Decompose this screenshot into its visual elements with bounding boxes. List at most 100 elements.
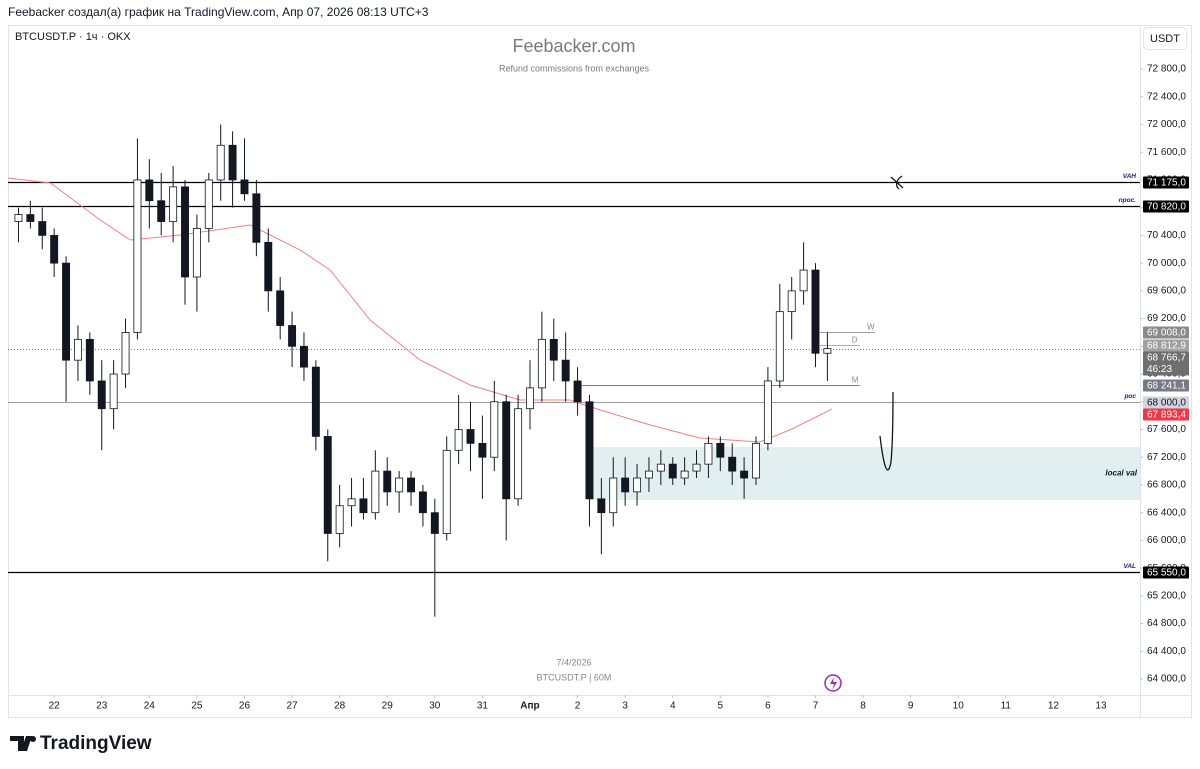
watermark-subtitle: Refund commissions from exchanges bbox=[499, 63, 650, 73]
level-name: VAL bbox=[1123, 563, 1136, 570]
candle-body bbox=[85, 338, 94, 382]
candle-body bbox=[466, 429, 475, 444]
y-tick-label: 72 800,0 bbox=[1147, 64, 1186, 75]
x-tick-label: 30 bbox=[429, 701, 441, 712]
currency-label[interactable]: USDT bbox=[1150, 33, 1180, 45]
x-tick-label: 5 bbox=[718, 701, 724, 712]
y-tick-label: 67 600,0 bbox=[1147, 424, 1186, 435]
y-tick-label: 64 000,0 bbox=[1147, 674, 1186, 685]
y-tick-label: 70 000,0 bbox=[1147, 258, 1186, 269]
candle-body bbox=[454, 429, 463, 451]
countdown: 46:23 bbox=[1147, 364, 1172, 375]
candle-body bbox=[549, 338, 558, 361]
candle-body bbox=[169, 186, 178, 222]
price-box-label: 68 241,1 bbox=[1147, 381, 1186, 392]
candle-body bbox=[181, 186, 189, 278]
x-tick-label: 8 bbox=[860, 701, 866, 712]
x-tick-label: 24 bbox=[144, 701, 156, 712]
candle-body bbox=[228, 144, 237, 181]
price-box-label: 68 766,7 bbox=[1147, 353, 1186, 364]
candle-body bbox=[26, 214, 35, 222]
candle-body bbox=[704, 442, 713, 465]
x-tick-label: 27 bbox=[287, 701, 299, 712]
y-tick-label: 65 200,0 bbox=[1147, 591, 1186, 602]
hand-drawn-cross bbox=[890, 175, 904, 190]
candle-body bbox=[276, 290, 285, 326]
hand-drawn-curve bbox=[879, 391, 894, 471]
candle-body bbox=[347, 498, 356, 507]
candle-body bbox=[383, 470, 392, 493]
candle-body bbox=[537, 338, 546, 389]
header-text: Feebacker создал(а) график на TradingVie… bbox=[8, 5, 429, 19]
moving-average bbox=[7, 177, 832, 443]
candle-body bbox=[192, 228, 201, 278]
candle-body bbox=[14, 214, 23, 222]
candle-body bbox=[478, 442, 487, 458]
candle-body bbox=[252, 193, 261, 243]
candle-body bbox=[716, 442, 725, 458]
x-tick-label: 22 bbox=[49, 701, 61, 712]
price-box-label: 68 000,0 bbox=[1147, 398, 1186, 409]
candle-body bbox=[442, 449, 451, 534]
candle-body bbox=[335, 505, 344, 534]
candle-body bbox=[311, 366, 320, 437]
logo-mark bbox=[10, 736, 32, 751]
candle-body bbox=[73, 338, 82, 361]
price-box-label: 65 550,0 bbox=[1147, 568, 1186, 579]
x-tick-label: 9 bbox=[908, 701, 914, 712]
price-box bbox=[1143, 351, 1189, 376]
candle-body bbox=[395, 477, 404, 493]
x-tick-label: 11 bbox=[1001, 701, 1012, 712]
candle-body bbox=[668, 463, 677, 479]
candle-body bbox=[811, 269, 820, 354]
candle-body bbox=[145, 179, 154, 202]
candle-body bbox=[359, 498, 368, 514]
alert-bolt[interactable] bbox=[830, 677, 837, 690]
price-box-label: 71 175,0 bbox=[1147, 178, 1186, 189]
candle-body bbox=[644, 470, 653, 479]
x-tick-label: 3 bbox=[622, 701, 628, 712]
y-tick-label: 72 000,0 bbox=[1147, 119, 1186, 130]
currency-button[interactable] bbox=[1143, 27, 1187, 50]
y-tick-label: 70 400,0 bbox=[1147, 230, 1186, 241]
candle-body bbox=[633, 477, 642, 493]
candle-body bbox=[597, 498, 606, 514]
x-tick-label: 25 bbox=[191, 701, 203, 712]
x-tick-label: 29 bbox=[382, 701, 394, 712]
x-tick-label: 13 bbox=[1095, 701, 1107, 712]
candle-body bbox=[728, 456, 737, 472]
level-name: W bbox=[867, 323, 875, 332]
candle-body bbox=[526, 387, 534, 410]
candle-body bbox=[752, 442, 760, 479]
logo-text: TradingView bbox=[40, 733, 152, 754]
candle-body bbox=[502, 401, 511, 500]
level-name: poc bbox=[1123, 393, 1136, 400]
candle-body bbox=[407, 477, 415, 493]
logo-dot bbox=[30, 736, 36, 742]
x-tick-label: 12 bbox=[1048, 701, 1060, 712]
candle-body bbox=[656, 463, 665, 472]
price-box bbox=[1143, 176, 1189, 189]
price-box-label: 70 820,0 bbox=[1147, 202, 1186, 213]
candle-body bbox=[585, 401, 594, 500]
x-tick-label: 28 bbox=[334, 701, 346, 712]
y-tick-label: 69 600,0 bbox=[1147, 285, 1186, 296]
x-tick-label: 4 bbox=[670, 701, 676, 712]
price-box-label: 68 812,9 bbox=[1147, 341, 1186, 352]
y-tick-label: 66 000,0 bbox=[1147, 535, 1186, 546]
chart-frame bbox=[8, 25, 1192, 718]
candle-body bbox=[621, 477, 630, 493]
candle-body bbox=[264, 241, 273, 292]
candle-body bbox=[121, 332, 130, 375]
price-box-label: 69 008,0 bbox=[1147, 328, 1186, 339]
x-tick-label: 2 bbox=[575, 701, 581, 712]
annotation: 7/4/2026 bbox=[556, 657, 591, 667]
candle-body bbox=[133, 179, 142, 333]
alert-icon[interactable] bbox=[824, 674, 842, 692]
candle-body bbox=[490, 401, 499, 458]
y-tick-label: 71 600,0 bbox=[1147, 147, 1186, 158]
y-tick-label: 66 400,0 bbox=[1147, 507, 1186, 518]
x-tick-label: 6 bbox=[765, 701, 771, 712]
